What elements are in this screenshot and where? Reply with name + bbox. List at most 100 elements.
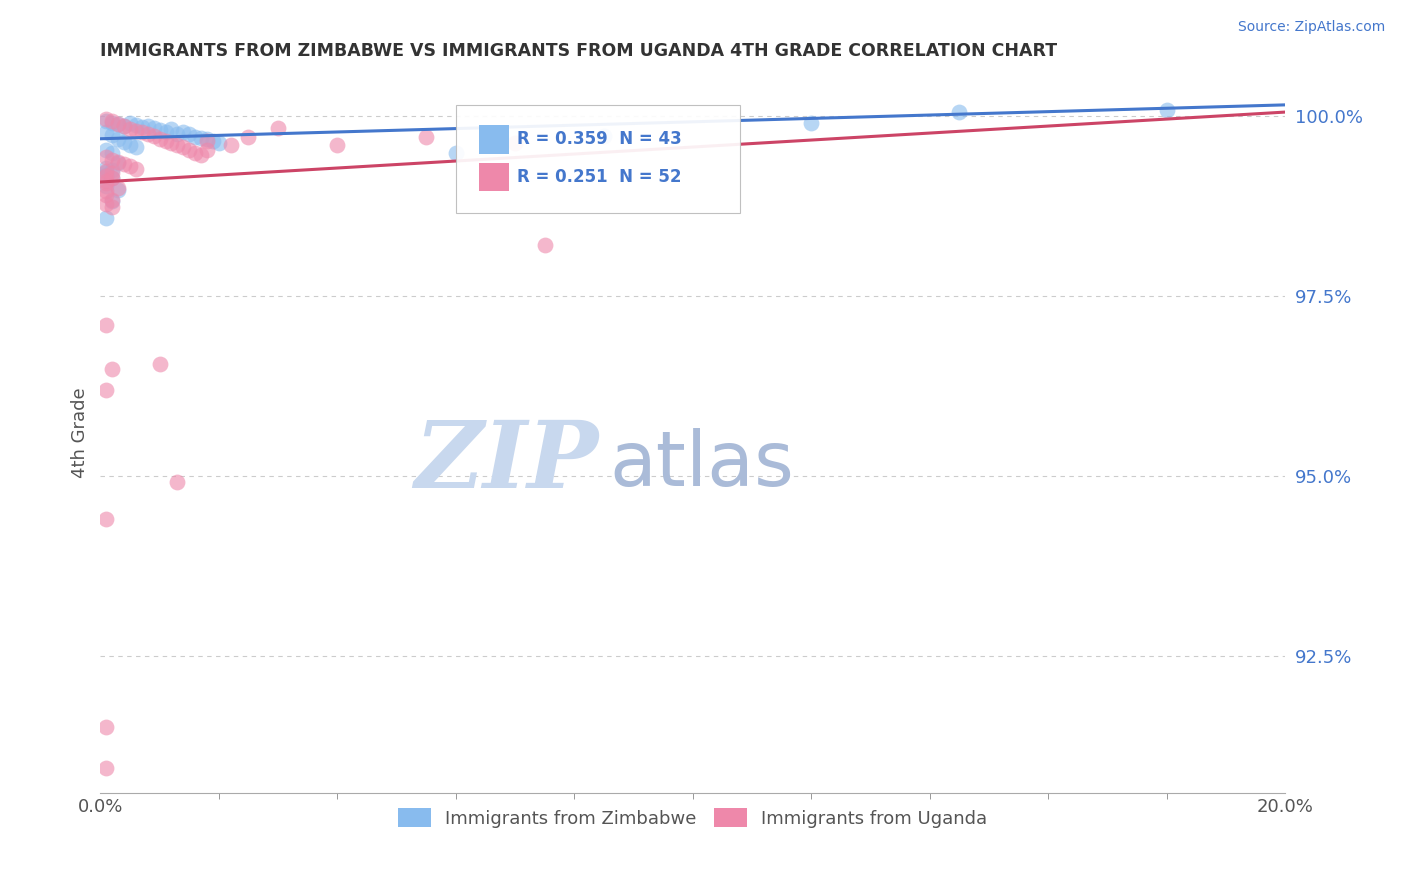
Point	[96, 318, 118, 332]
Point	[96, 512, 118, 526]
Point	[96, 112, 118, 127]
Point	[96, 720, 118, 734]
Point	[101, 170, 124, 185]
Point	[238, 130, 260, 145]
Point	[800, 116, 823, 130]
Point	[107, 156, 129, 170]
Point	[101, 200, 124, 214]
Point	[184, 129, 207, 144]
Point	[190, 131, 212, 145]
Point	[96, 185, 118, 199]
Point	[96, 761, 118, 775]
Point	[149, 123, 172, 137]
Text: IMMIGRANTS FROM ZIMBABWE VS IMMIGRANTS FROM UGANDA 4TH GRADE CORRELATION CHART: IMMIGRANTS FROM ZIMBABWE VS IMMIGRANTS F…	[100, 42, 1057, 60]
Text: atlas: atlas	[610, 428, 794, 502]
Text: Source: ZipAtlas.com: Source: ZipAtlas.com	[1237, 20, 1385, 34]
Point	[101, 194, 124, 208]
Point	[96, 169, 118, 183]
Point	[96, 177, 118, 191]
Point	[136, 119, 159, 133]
Point	[201, 134, 224, 148]
Point	[96, 173, 118, 187]
Text: ZIP: ZIP	[413, 417, 598, 507]
Point	[101, 166, 124, 180]
Point	[96, 168, 118, 182]
Point	[101, 193, 124, 207]
Point	[155, 134, 177, 148]
Point	[415, 130, 437, 145]
Point	[166, 138, 188, 153]
Point	[118, 159, 141, 173]
Point	[101, 171, 124, 186]
Point	[195, 143, 218, 157]
Point	[118, 116, 141, 130]
Point	[107, 183, 129, 197]
Point	[1156, 103, 1178, 117]
Point	[195, 132, 218, 146]
Point	[107, 117, 129, 131]
Point	[96, 383, 118, 397]
Point	[533, 238, 555, 252]
Point	[96, 151, 118, 165]
Point	[107, 132, 129, 146]
Point	[195, 134, 218, 148]
Point	[190, 148, 212, 162]
Y-axis label: 4th Grade: 4th Grade	[72, 388, 89, 478]
Point	[149, 132, 172, 146]
FancyBboxPatch shape	[456, 105, 740, 213]
Point	[101, 362, 124, 376]
Point	[149, 358, 172, 372]
Point	[112, 120, 135, 134]
Point	[96, 196, 118, 211]
Point	[96, 164, 118, 178]
Point	[444, 146, 467, 161]
Legend: Immigrants from Zimbabwe, Immigrants from Uganda: Immigrants from Zimbabwe, Immigrants fro…	[391, 801, 994, 835]
Point	[326, 137, 349, 152]
Point	[101, 116, 124, 130]
Point	[118, 121, 141, 136]
Point	[125, 139, 148, 153]
Point	[131, 125, 153, 139]
Point	[219, 137, 242, 152]
Point	[96, 165, 118, 179]
Point	[107, 154, 129, 169]
Point	[125, 118, 148, 132]
Point	[125, 161, 148, 176]
Text: R = 0.359  N = 43: R = 0.359 N = 43	[517, 130, 682, 148]
Point	[184, 146, 207, 161]
Point	[166, 475, 188, 489]
Point	[101, 153, 124, 167]
Point	[160, 136, 183, 150]
Point	[101, 114, 124, 128]
Point	[112, 157, 135, 171]
Point	[107, 117, 129, 131]
Point	[96, 124, 118, 138]
Point	[96, 143, 118, 157]
Point	[131, 120, 153, 135]
Point	[112, 136, 135, 150]
Point	[172, 140, 194, 154]
Point	[118, 137, 141, 152]
Point	[96, 211, 118, 225]
Point	[96, 161, 118, 175]
Point	[267, 120, 290, 135]
Point	[155, 124, 177, 138]
Point	[503, 136, 526, 150]
Point	[101, 146, 124, 161]
Point	[948, 105, 970, 120]
Bar	[479, 125, 509, 154]
Point	[125, 124, 148, 138]
Point	[101, 128, 124, 143]
Point	[142, 128, 165, 143]
Point	[179, 143, 201, 157]
Point	[112, 120, 135, 134]
Point	[166, 127, 188, 141]
Text: R = 0.251  N = 52: R = 0.251 N = 52	[517, 168, 682, 186]
Point	[208, 136, 231, 150]
Point	[172, 125, 194, 139]
Point	[179, 128, 201, 142]
Point	[101, 162, 124, 177]
Point	[593, 128, 616, 143]
Point	[96, 178, 118, 193]
Point	[107, 181, 129, 195]
